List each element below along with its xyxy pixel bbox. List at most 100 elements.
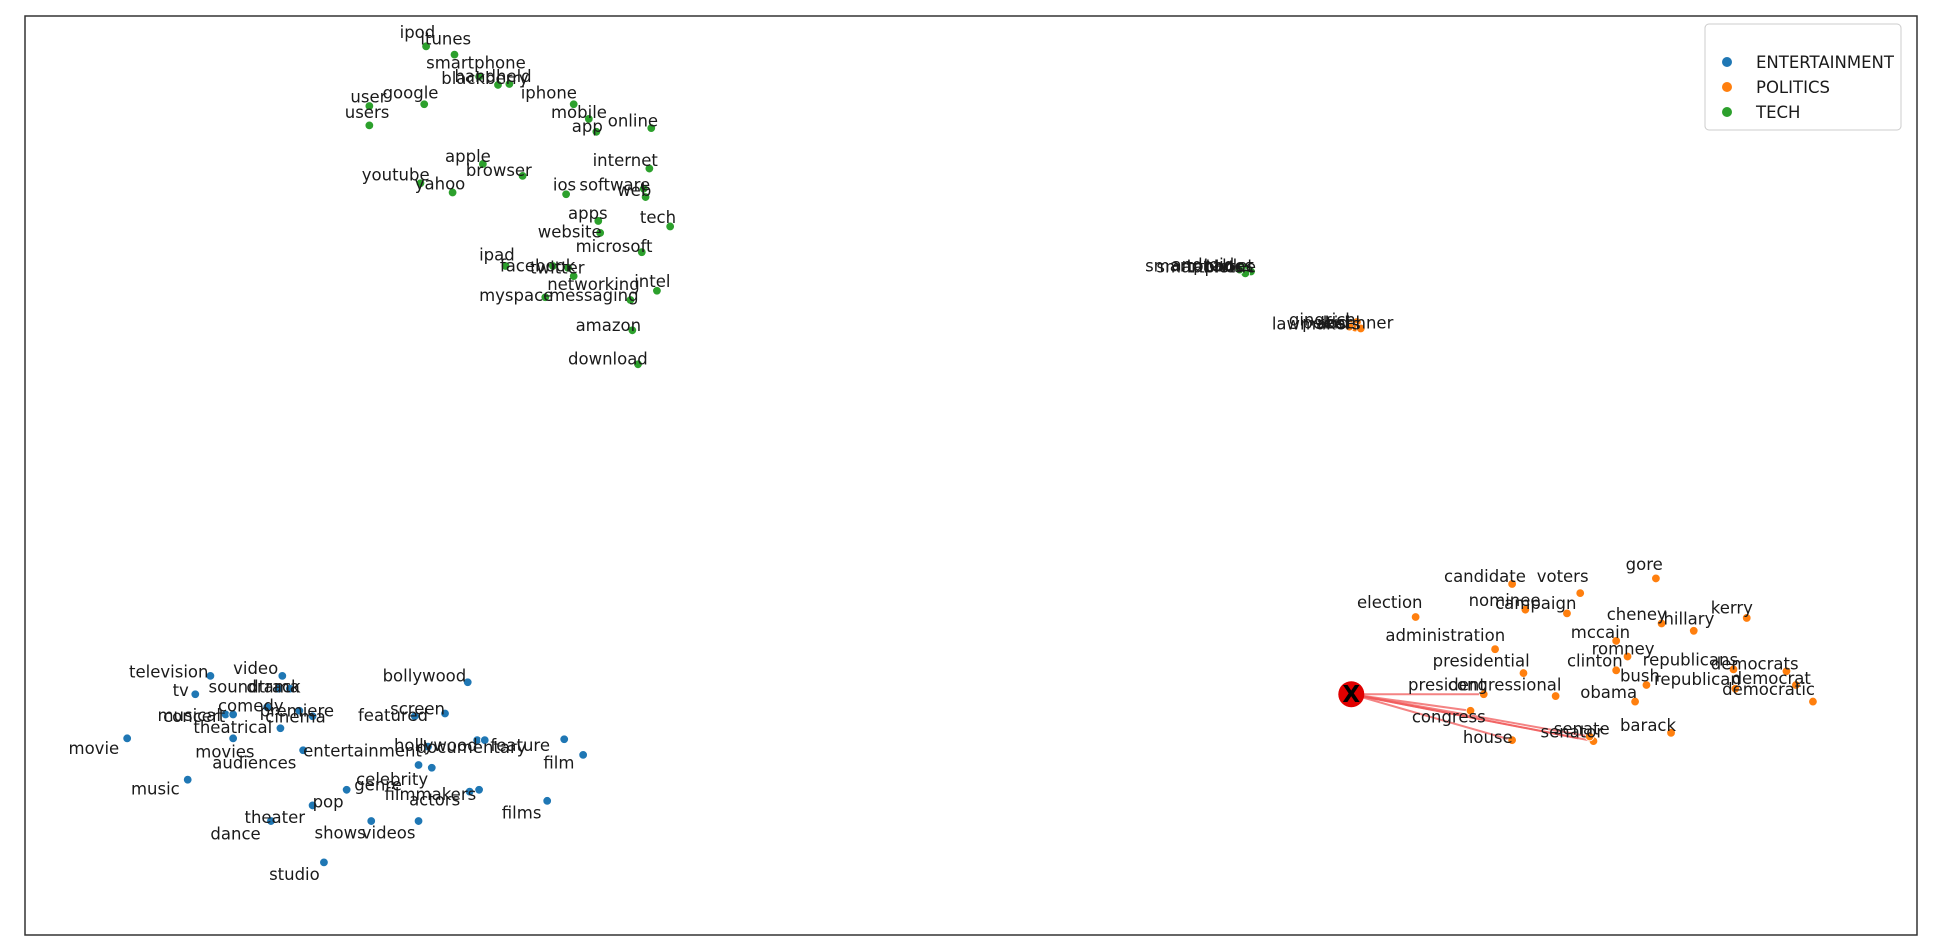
point-tech-online (646, 123, 656, 133)
label-google: google (383, 84, 439, 103)
point-entertainment-studio (319, 857, 329, 868)
label-screen: screen (390, 699, 445, 718)
label-soundtrack: soundtrack (209, 677, 302, 696)
query-edge-5 (1351, 693, 1579, 740)
label-film: film (543, 754, 574, 773)
point-entertainment-shows (366, 816, 376, 826)
label-smartphones: smartphones (1145, 256, 1253, 275)
label-filmmakers: filmmakers (384, 785, 476, 804)
label-voters: voters (1537, 567, 1589, 586)
point-entertainment-audiences (298, 745, 308, 755)
label-barack: barack (1620, 716, 1677, 735)
legend-box (1704, 23, 1902, 131)
label-handheld: handheld (454, 67, 531, 86)
point-politics-nominee (1520, 604, 1531, 615)
label-television: television (129, 663, 208, 682)
point-tech-facebook (548, 261, 558, 271)
point-politics-boehner (1356, 323, 1366, 334)
point-entertainment-television (205, 671, 216, 681)
label-comedy: comedy (218, 697, 284, 716)
label-smartphone: smartphone (1156, 257, 1256, 276)
label-smartphone: smartphone (426, 53, 526, 72)
point-politics-candidate (1507, 579, 1517, 589)
point-politics-president (1479, 689, 1489, 699)
label-ios: ios (553, 176, 576, 195)
label-itunes: itunes (420, 29, 471, 48)
label-users: users (345, 103, 390, 122)
label-internet: internet (593, 151, 659, 170)
point-tech-ipod (421, 41, 431, 52)
point-tech-web (640, 192, 651, 202)
point-entertainment-video (277, 671, 288, 681)
label-facebook: facebook (500, 256, 576, 275)
point-tech-download (633, 359, 643, 370)
point-entertainment-pop (341, 785, 352, 795)
label-concert: concert (163, 707, 226, 726)
point-entertainment-feature (559, 734, 569, 744)
label-democratic: democratic (1722, 680, 1815, 699)
point-tech-tech (665, 221, 675, 232)
label-video: video (233, 659, 278, 678)
point-politics-campaign (1562, 608, 1572, 619)
point-entertainment-dance (266, 816, 276, 826)
point-tech-messaging (625, 295, 636, 305)
point-entertainment-film (578, 750, 588, 760)
label-music: music (131, 779, 180, 798)
point-politics-hillary (1689, 626, 1699, 636)
point-tech-mobile (584, 114, 594, 124)
point-tech-microsoft (637, 247, 647, 257)
point-politics-democratic (1808, 696, 1818, 707)
label-president: president (1408, 676, 1486, 695)
point-tech-website (595, 228, 605, 238)
point-tech-itunes (449, 49, 460, 60)
legend-label-tech: TECH (1755, 103, 1800, 122)
label-online: online (608, 111, 658, 130)
label-youtube: youtube (362, 166, 430, 185)
point-politics-administration (1490, 644, 1500, 654)
point-tech-blackberry (493, 80, 503, 90)
point-tech-ios (561, 189, 571, 199)
point-tech-app (591, 127, 602, 137)
label-web: web (617, 181, 651, 200)
label-democrats: democrats (1711, 654, 1799, 673)
label-twitter: twitter (530, 258, 585, 277)
label-campaign: campaign (1495, 594, 1576, 613)
point-entertainment-cinema (307, 711, 318, 721)
label-tablet: tablet (1206, 256, 1255, 275)
label-microsoft: microsoft (576, 237, 653, 256)
label-cheney: cheney (1607, 605, 1667, 624)
query-marker-dot (1338, 681, 1365, 708)
label-theatrical: theatrical (193, 718, 272, 737)
label-iphone: iphone (521, 84, 577, 103)
label-administration: administration (1385, 626, 1505, 645)
point-politics-congress (1465, 706, 1476, 716)
label-pop: pop (313, 792, 344, 811)
label-bollywood: bollywood (383, 666, 467, 685)
point-tech-iphone (568, 99, 579, 109)
label-senator: senator (1540, 722, 1603, 741)
point-politics-bush (1641, 680, 1652, 690)
legend-label-entertainment: ENTERTAINMENT (1756, 53, 1895, 72)
label-hollywood: hollywood (394, 736, 478, 755)
point-politics-kerry (1742, 613, 1752, 623)
label-lawmakers: lawmakers (1272, 314, 1361, 333)
legend-marker-entertainment (1722, 57, 1732, 67)
point-politics-republicans (1728, 664, 1739, 675)
label-republican: republican (1654, 670, 1741, 689)
point-politics-house (1507, 735, 1517, 745)
point-tech-handheld (504, 79, 515, 89)
label-ipad: ipad (479, 245, 515, 264)
point-labels: ipoditunessmartphoneblackberryhandheldip… (69, 23, 1815, 884)
point-tech-users (364, 120, 375, 131)
label-actors: actors (409, 790, 460, 809)
label-yahoo: yahoo (415, 175, 466, 194)
label-feature: feature (490, 736, 550, 755)
point-tech-networking (568, 271, 579, 281)
point-tech-internet (644, 163, 655, 174)
label-bush: bush (1620, 666, 1660, 685)
point-entertainment-celebrity (413, 760, 424, 770)
label-entertainment: entertainment (303, 742, 422, 761)
plot-area-frame (24, 15, 1918, 936)
label-download: download (568, 349, 648, 368)
point-tech-browser (517, 171, 528, 181)
